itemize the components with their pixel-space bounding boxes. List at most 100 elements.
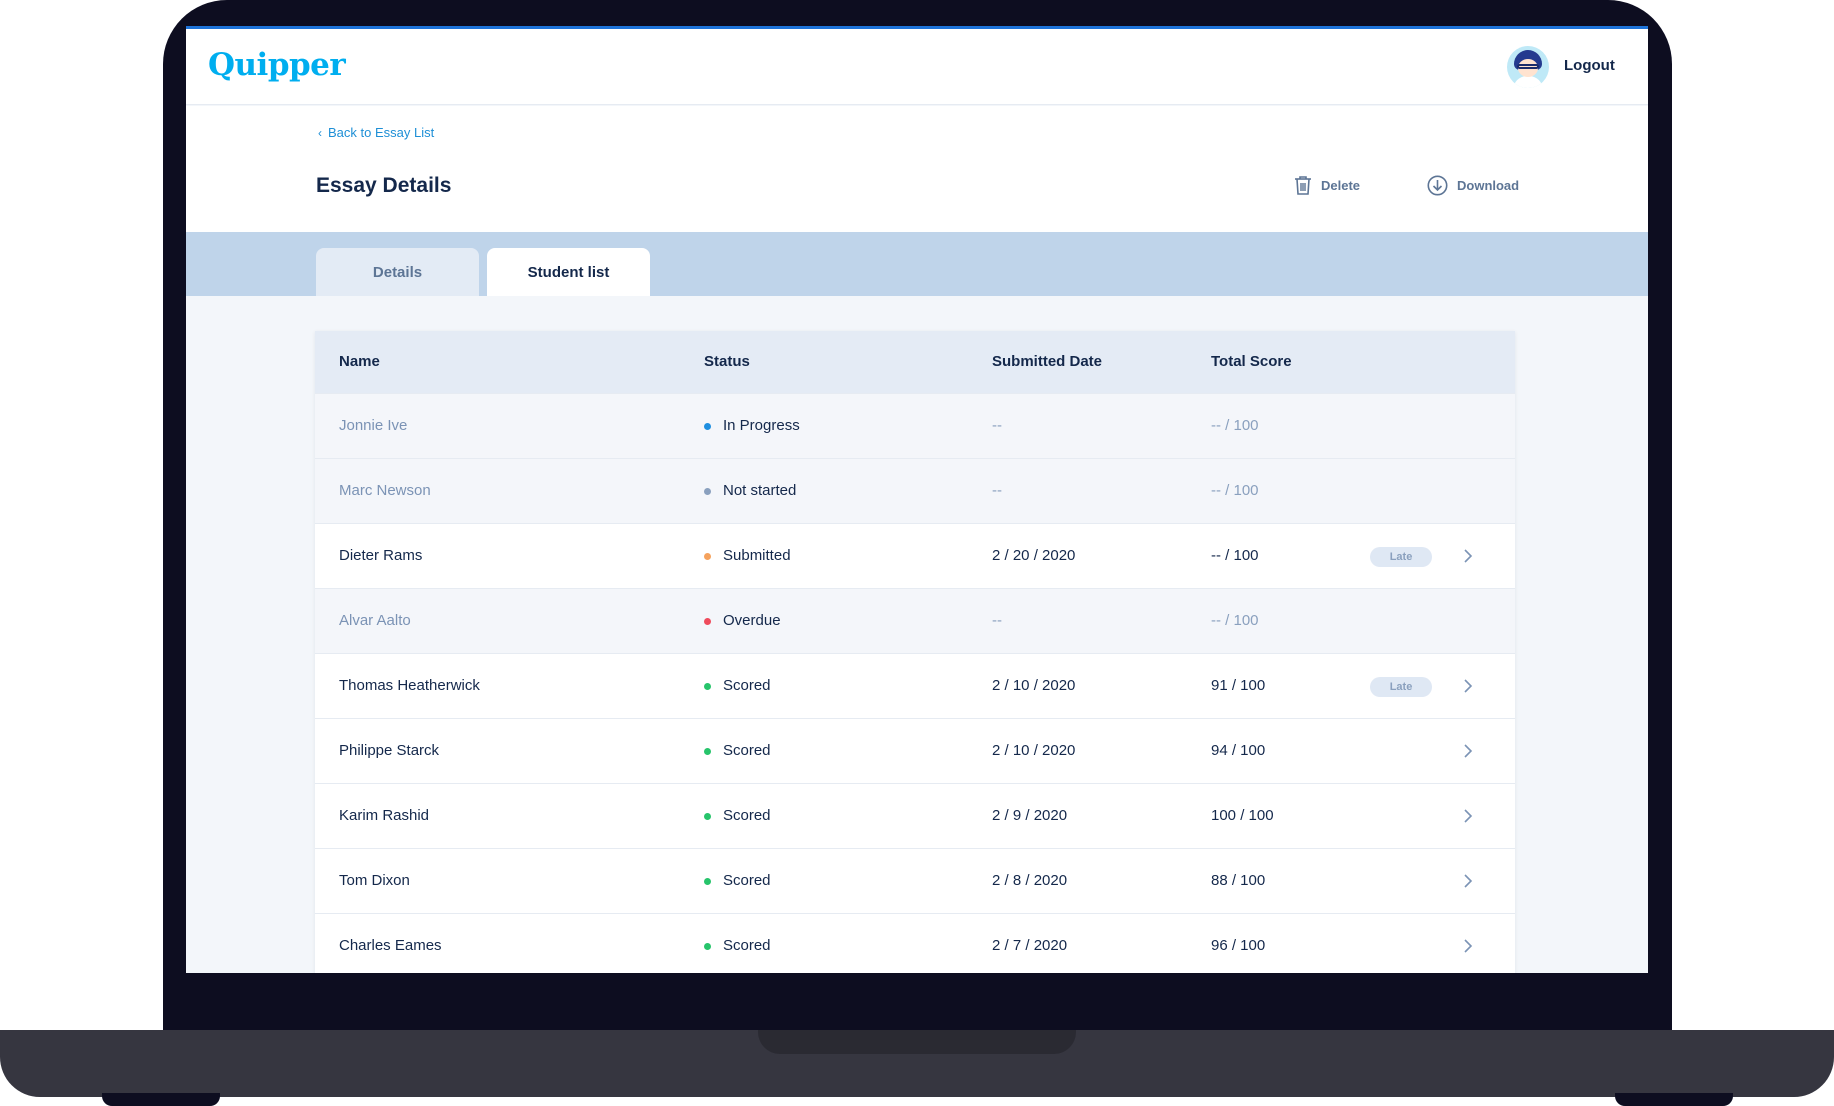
status-cell: Overdue — [704, 589, 781, 653]
status-cell: Scored — [704, 719, 771, 783]
late-badge: Late — [1370, 677, 1432, 697]
total-score: 88 / 100 — [1211, 872, 1266, 889]
total-score: 91 / 100 — [1211, 677, 1266, 694]
laptop-notch — [758, 1030, 1076, 1054]
table-row[interactable]: Karim Rashid Scored 2 / 9 / 2020 100 / 100 — [315, 783, 1515, 848]
submitted-date: 2 / 8 / 2020 — [992, 872, 1068, 889]
table-row[interactable]: Thomas Heatherwick Scored 2 / 10 / 2020 91 … — [315, 653, 1515, 718]
student-name: Alvar Aalto — [339, 612, 411, 629]
submitted-date: -- — [992, 417, 1002, 434]
student-name: Jonnie Ive — [339, 417, 408, 434]
status-label: In Progress — [723, 417, 800, 434]
column-header-status[interactable]: Status — [704, 353, 750, 370]
status-dot-icon — [704, 617, 711, 625]
student-name: Marc Newson — [339, 482, 431, 499]
submitted-date: -- — [992, 612, 1002, 629]
download-label: Download — [1457, 178, 1520, 193]
delete-label: Delete — [1321, 178, 1361, 193]
status-dot-icon — [704, 552, 711, 560]
status-cell: Submitted — [704, 524, 791, 588]
status-cell: In Progress — [704, 394, 800, 458]
download-icon — [1427, 175, 1448, 196]
page-title: Essay Details — [316, 174, 452, 197]
student-name: Dieter Rams — [339, 547, 423, 564]
trash-icon — [1295, 176, 1311, 195]
total-score: 96 / 100 — [1211, 937, 1266, 954]
status-label: Submitted — [723, 547, 791, 564]
chevron-left-icon: ‹ — [318, 125, 322, 140]
status-dot-icon — [704, 422, 711, 430]
student-name: Philippe Starck — [339, 742, 440, 759]
laptop-foot — [102, 1093, 220, 1106]
status-dot-icon — [704, 942, 711, 950]
status-cell: Scored — [704, 784, 771, 848]
table-row: Jonnie Ive In Progress -- -- / 100 — [315, 393, 1515, 458]
laptop-foot — [1615, 1093, 1733, 1106]
submitted-date: -- — [992, 482, 1002, 499]
status-cell: Scored — [704, 654, 771, 718]
screen: Quipper Logout ‹ Back to Essay List Essa… — [186, 26, 1648, 973]
table-row: Alvar Aalto Overdue -- -- / 100 — [315, 588, 1515, 653]
chevron-right-icon[interactable] — [1458, 806, 1478, 826]
chevron-right-icon[interactable] — [1458, 546, 1478, 566]
logout-button[interactable]: Logout — [1564, 57, 1615, 74]
total-score: -- / 100 — [1211, 482, 1259, 499]
submitted-date: 2 / 7 / 2020 — [992, 937, 1068, 954]
chevron-right-icon[interactable] — [1458, 936, 1478, 956]
chevron-right-icon[interactable] — [1458, 676, 1478, 696]
table-header: Name Status Submitted Date Total Score — [315, 331, 1515, 393]
avatar[interactable] — [1507, 46, 1549, 88]
tab-bar: Details Student list — [186, 232, 1648, 296]
student-name: Charles Eames — [339, 937, 442, 954]
status-label: Scored — [723, 937, 771, 954]
tab-student-list[interactable]: Student list — [487, 248, 650, 296]
status-cell: Scored — [704, 914, 771, 973]
chevron-right-icon[interactable] — [1458, 741, 1478, 761]
table-row[interactable]: Philippe Starck Scored 2 / 10 / 2020 94 / 1… — [315, 718, 1515, 783]
submitted-date: 2 / 9 / 2020 — [992, 807, 1068, 824]
status-dot-icon — [704, 877, 711, 885]
total-score: 94 / 100 — [1211, 742, 1266, 759]
table-row[interactable]: Tom Dixon Scored 2 / 8 / 2020 88 / 100 — [315, 848, 1515, 913]
column-header-submitted-date[interactable]: Submitted Date — [992, 353, 1103, 370]
late-badge: Late — [1370, 547, 1432, 567]
status-cell: Not started — [704, 459, 796, 523]
total-score: -- / 100 — [1211, 417, 1259, 434]
title-bar: ‹ Back to Essay List Essay Details Delet… — [186, 106, 1648, 232]
status-dot-icon — [704, 812, 711, 820]
total-score: 100 / 100 — [1211, 807, 1274, 824]
delete-button[interactable]: Delete — [1294, 175, 1360, 196]
submitted-date: 2 / 10 / 2020 — [992, 677, 1076, 694]
status-label: Scored — [723, 807, 771, 824]
back-to-essay-list-link[interactable]: ‹ Back to Essay List — [318, 125, 434, 140]
status-cell: Scored — [704, 849, 771, 913]
top-accent-line — [186, 26, 1648, 29]
quipper-logo[interactable]: Quipper — [208, 47, 346, 83]
column-header-name[interactable]: Name — [339, 353, 380, 370]
student-name: Thomas Heatherwick — [339, 677, 480, 694]
tab-details[interactable]: Details — [316, 248, 479, 296]
table-row[interactable]: Dieter Rams Submitted 2 / 20 / 2020 -- / 10… — [315, 523, 1515, 588]
status-label: Overdue — [723, 612, 781, 629]
back-link-label: Back to Essay List — [328, 125, 435, 140]
table-row[interactable]: Charles Eames Scored 2 / 7 / 2020 96 / 100 — [315, 913, 1515, 973]
total-score: -- / 100 — [1211, 547, 1259, 564]
column-header-total-score[interactable]: Total Score — [1211, 353, 1292, 370]
submitted-date: 2 / 20 / 2020 — [992, 547, 1076, 564]
student-table: Name Status Submitted Date Total Score J… — [315, 331, 1515, 973]
status-dot-icon — [704, 682, 711, 690]
student-name: Tom Dixon — [339, 872, 410, 889]
status-label: Not started — [723, 482, 797, 499]
chevron-right-icon[interactable] — [1458, 871, 1478, 891]
app-header: Quipper Logout — [186, 29, 1648, 105]
status-label: Scored — [723, 742, 771, 759]
table-row: Marc Newson Not started -- -- / 100 — [315, 458, 1515, 523]
submitted-date: 2 / 10 / 2020 — [992, 742, 1076, 759]
total-score: -- / 100 — [1211, 612, 1259, 629]
status-dot-icon — [704, 487, 711, 495]
student-name: Karim Rashid — [339, 807, 430, 824]
status-dot-icon — [704, 747, 711, 755]
status-label: Scored — [723, 677, 771, 694]
download-button[interactable]: Download — [1427, 175, 1519, 196]
status-label: Scored — [723, 872, 771, 889]
